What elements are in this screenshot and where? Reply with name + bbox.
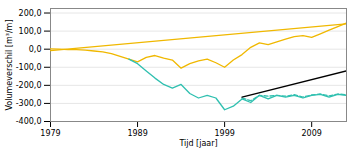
svg-text:2009: 2009 bbox=[301, 129, 321, 138]
svg-text:1979: 1979 bbox=[40, 129, 60, 138]
svg-text:-300,0: -300,0 bbox=[16, 99, 42, 108]
svg-text:Volumeverschil [m³/m]: Volumeverschil [m³/m] bbox=[5, 19, 14, 110]
svg-text:100,0: 100,0 bbox=[19, 27, 42, 36]
svg-text:Tijd [jaar]: Tijd [jaar] bbox=[178, 139, 217, 148]
svg-text:-200,0: -200,0 bbox=[16, 81, 42, 90]
svg-text:0,0: 0,0 bbox=[29, 45, 42, 54]
svg-text:1989: 1989 bbox=[127, 129, 147, 138]
svg-text:1999: 1999 bbox=[214, 129, 234, 138]
svg-text:-400,0: -400,0 bbox=[16, 117, 42, 126]
svg-text:-100,0: -100,0 bbox=[16, 63, 42, 72]
svg-text:200,0: 200,0 bbox=[19, 9, 42, 18]
